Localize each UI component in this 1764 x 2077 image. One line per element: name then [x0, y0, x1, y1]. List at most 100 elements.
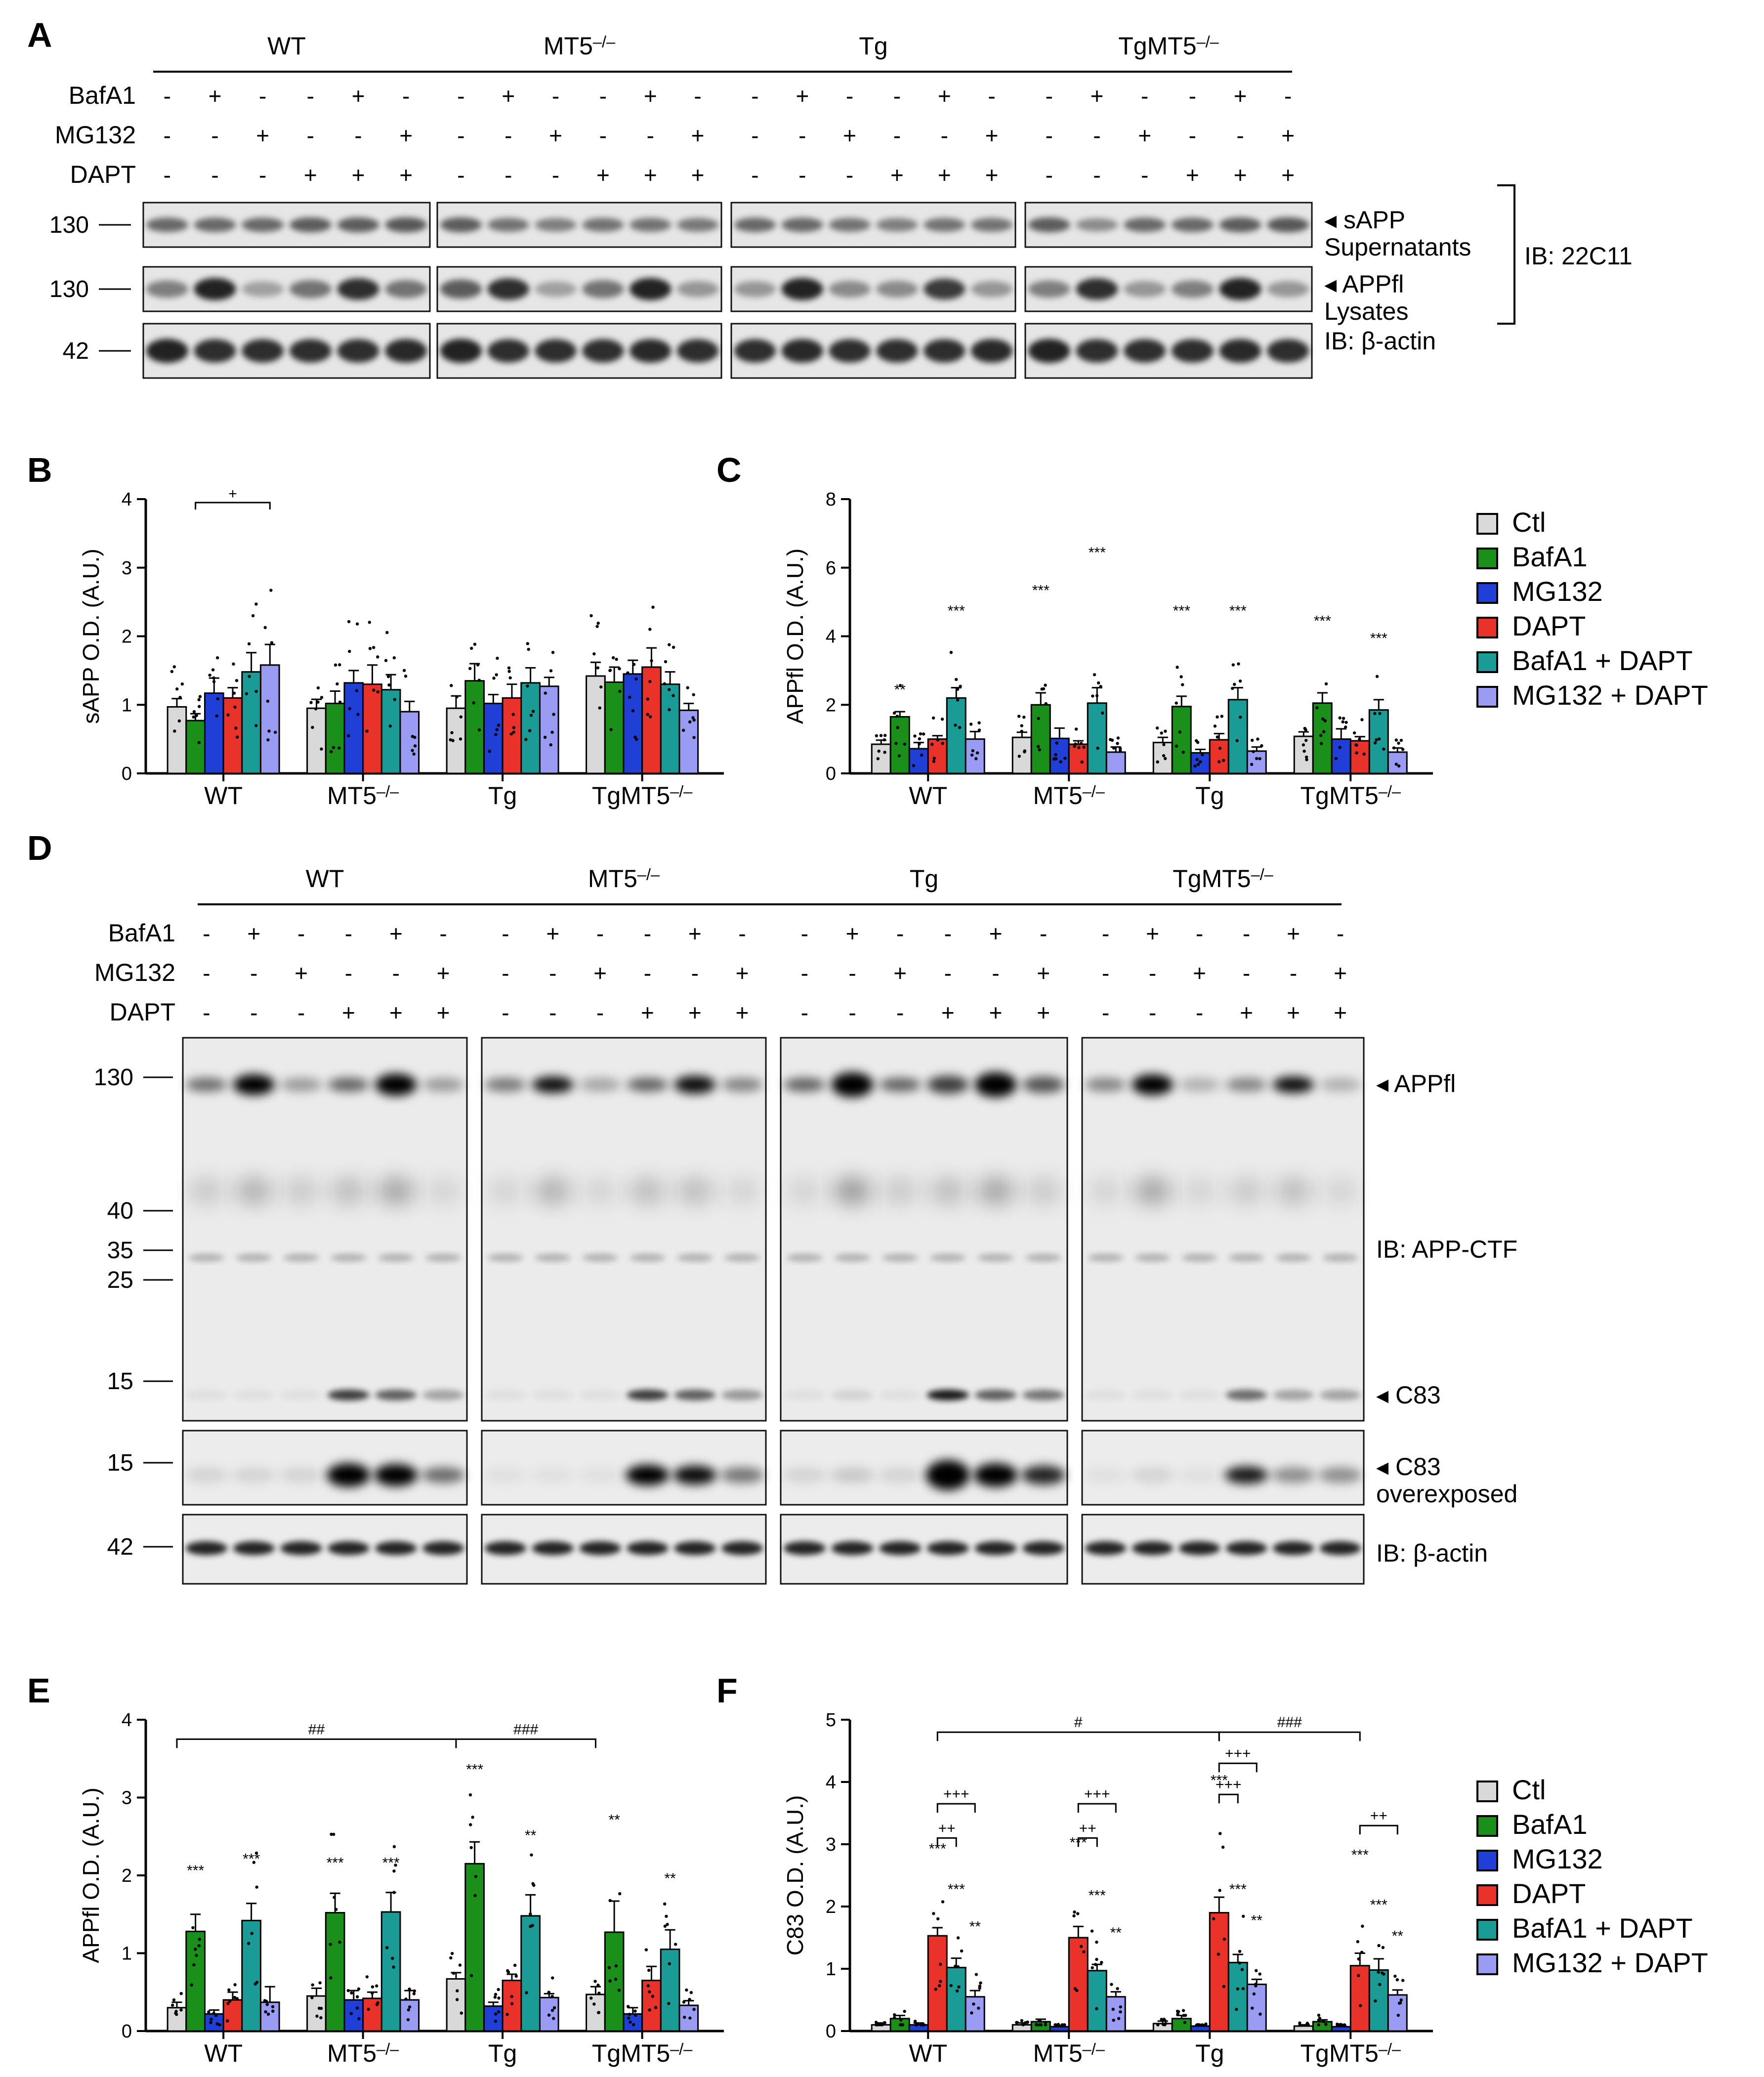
- data-point: [1020, 729, 1023, 733]
- data-point: [329, 1976, 333, 1980]
- comparison-mark: ++: [1079, 1820, 1096, 1836]
- data-point: [611, 656, 615, 660]
- data-point: [180, 682, 184, 686]
- data-point: [387, 683, 391, 687]
- y-tick-label: 4: [826, 627, 836, 647]
- band-smear: [675, 1177, 714, 1205]
- data-point: [547, 2013, 551, 2017]
- data-point: [347, 620, 351, 624]
- bar: [1368, 709, 1389, 774]
- data-point: [618, 689, 622, 693]
- comparison-mark: #: [1074, 1714, 1083, 1731]
- bar: [908, 748, 929, 774]
- band-35: [378, 1254, 414, 1262]
- data-point: [1095, 1957, 1098, 1961]
- comparison-mark: ###: [513, 1721, 538, 1738]
- data-point: [618, 667, 621, 671]
- condition-sign: +: [846, 921, 859, 946]
- data-point: [251, 614, 255, 618]
- band-c83: [721, 1390, 763, 1400]
- condition-sign: -: [164, 123, 171, 148]
- data-point: [248, 675, 251, 678]
- data-point: [1252, 750, 1255, 753]
- bar: [520, 1915, 541, 2032]
- condition-sign: +: [641, 1000, 654, 1025]
- data-point: [1399, 1998, 1403, 2002]
- mw-marker: 35: [107, 1237, 133, 1264]
- data-point: [938, 1980, 942, 1983]
- data-point: [311, 725, 314, 729]
- condition-sign: -: [552, 83, 559, 109]
- band-smear: [1227, 1177, 1265, 1205]
- data-point: [1360, 1950, 1363, 1954]
- condition-sign: -: [345, 960, 352, 986]
- condition-sign: -: [801, 960, 808, 986]
- band-smear: [1087, 1177, 1125, 1205]
- data-point: [692, 736, 696, 739]
- band-smear: [1274, 1177, 1312, 1205]
- comparison-bracket: [176, 1738, 457, 1748]
- band-c83-over: [421, 1467, 465, 1483]
- condition-sign: -: [1141, 83, 1148, 109]
- data-point: [903, 742, 907, 746]
- data-point: [913, 734, 917, 738]
- condition-sign: -: [896, 921, 904, 946]
- data-point: [394, 1864, 397, 1867]
- condition-sign: +: [985, 162, 999, 188]
- data-point: [956, 687, 960, 691]
- blot-strip: [1081, 1514, 1365, 1585]
- condition-label: BafA1: [69, 82, 136, 109]
- data-point: [1305, 758, 1308, 762]
- blot-band: [1124, 281, 1166, 297]
- data-point: [667, 688, 671, 691]
- data-point: [254, 689, 258, 693]
- data-point: [957, 1985, 961, 1989]
- band-35: [882, 1254, 919, 1262]
- data-point: [494, 1992, 498, 1996]
- blot-band: [582, 217, 624, 232]
- condition-sign: +: [1240, 1000, 1253, 1025]
- data-point: [368, 621, 371, 624]
- band-35: [630, 1254, 666, 1262]
- band-c83: [328, 1390, 370, 1400]
- data-point: [1302, 749, 1306, 753]
- band-35: [834, 1254, 871, 1262]
- blot-band: [582, 339, 624, 363]
- data-point: [232, 691, 236, 695]
- band-35: [425, 1254, 462, 1262]
- panel-label-e: E: [27, 1671, 50, 1710]
- significance-mark: ***: [1229, 603, 1247, 619]
- data-point: [1095, 2007, 1098, 2010]
- data-point: [198, 1938, 201, 1941]
- data-point: [348, 707, 351, 711]
- data-point: [460, 2011, 463, 2015]
- bar: [1152, 742, 1173, 774]
- y-tick-label: 3: [826, 1834, 836, 1855]
- data-point: [1038, 748, 1041, 752]
- condition-sign: -: [457, 123, 464, 148]
- blot-band: [829, 339, 871, 363]
- band-35: [1275, 1254, 1311, 1262]
- data-point: [897, 754, 901, 758]
- blot-band: [535, 281, 577, 297]
- band-c83: [484, 1390, 527, 1400]
- group-label-d: WT: [306, 865, 344, 892]
- data-point: [646, 697, 649, 701]
- data-point: [589, 614, 593, 618]
- data-point: [631, 709, 635, 713]
- blot-band: [1171, 339, 1214, 363]
- data-point: [672, 694, 675, 697]
- data-point: [1196, 763, 1200, 766]
- x-tick-label: Tg: [488, 2039, 517, 2067]
- data-point: [413, 744, 417, 748]
- condition-sign: +: [596, 162, 610, 188]
- band-c83-over: [626, 1465, 670, 1485]
- band-appfl: [375, 1073, 417, 1096]
- y-tick-label: 5: [826, 1710, 836, 1731]
- legend-label: DAPT: [1512, 610, 1586, 641]
- bar: [204, 692, 224, 774]
- bar: [1087, 702, 1107, 774]
- data-point: [472, 701, 475, 705]
- y-tick-label: 8: [826, 489, 836, 510]
- data-point: [1181, 2009, 1185, 2012]
